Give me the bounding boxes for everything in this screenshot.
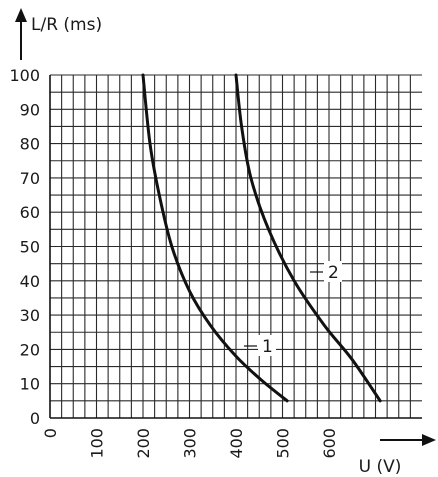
x-axis-title: U (V) <box>359 457 402 477</box>
curve-label-bg <box>324 261 342 282</box>
axes <box>15 8 436 446</box>
x-tick-label: 200 <box>134 428 153 459</box>
x-tick-label: 100 <box>88 428 107 459</box>
y-tick-label: 100 <box>9 66 40 85</box>
curve-label-bg <box>258 335 276 356</box>
y-tick-label: 70 <box>20 169 40 188</box>
grid-lines <box>50 74 422 418</box>
x-tick-label: 300 <box>181 428 200 459</box>
y-tick-label: 60 <box>20 203 40 222</box>
y-tick-label: 10 <box>20 375 40 394</box>
y-axis-title: L/R (ms) <box>31 15 102 35</box>
y-tick-label: 20 <box>20 340 40 359</box>
curve-label-1: 1 <box>262 337 273 357</box>
curve-label-2: 2 <box>328 263 339 283</box>
x-axis-arrow-icon <box>422 434 436 446</box>
x-tick-label: 600 <box>320 428 339 459</box>
y-tick-label: 80 <box>20 135 40 154</box>
tick-labels: 0 10 20 30 40 50 60 70 80 90 100 0 100 200 300 400 500 60… <box>9 66 339 459</box>
series-line-2 <box>234 73 382 403</box>
y-tick-label: 0 <box>30 409 40 428</box>
series-group: 12 <box>141 73 382 403</box>
series-line-1 <box>141 73 289 403</box>
y-tick-label: 40 <box>20 272 40 291</box>
x-tick-label: 400 <box>227 428 246 459</box>
y-axis-arrow-icon <box>15 8 27 22</box>
x-tick-label: 500 <box>274 428 293 459</box>
y-tick-label: 50 <box>20 238 40 257</box>
x-tick-label: 0 <box>41 428 60 438</box>
y-tick-label: 90 <box>20 100 40 119</box>
y-tick-label: 30 <box>20 306 40 325</box>
